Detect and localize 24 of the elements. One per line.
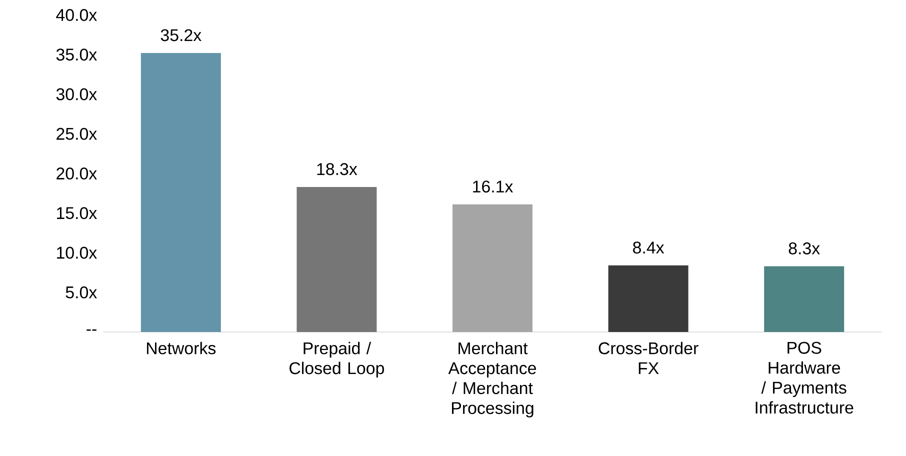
y-tick-label: 25.0x [56, 128, 97, 140]
y-tick-label: 15.0x [57, 207, 97, 220]
bar [764, 266, 844, 332]
x-tick-label: Cross-Border FX [598, 342, 698, 374]
bar [452, 204, 533, 332]
bar [608, 265, 688, 332]
data-label: 18.3x [317, 163, 358, 176]
bar [140, 53, 221, 332]
y-tick-label: 40.0x [56, 8, 97, 21]
x-tick-label: Prepaid / Closed Loop [290, 342, 384, 378]
x-tick-label: POS Hardware / Payments Infrastructure [756, 342, 854, 414]
x-tick-label: Merchant Acceptance / Merchant Processing [448, 342, 536, 418]
data-label: 16.1x [473, 180, 514, 193]
bar [296, 186, 377, 332]
data-label: 35.2x [160, 29, 202, 42]
x-tick-label: Networks [147, 342, 216, 354]
y-tick-label: 10.0x [57, 246, 97, 259]
y-tick-label: 35.0x [56, 48, 97, 61]
data-label: 8.3x [788, 242, 820, 254]
y-tick-label: 5.0x [66, 286, 97, 298]
y-tick-label: 20.0x [56, 168, 97, 180]
y-tick-label: 30.0x [56, 88, 97, 100]
y-tick-label: -- [86, 329, 96, 331]
data-label: 8.4x [633, 242, 664, 254]
